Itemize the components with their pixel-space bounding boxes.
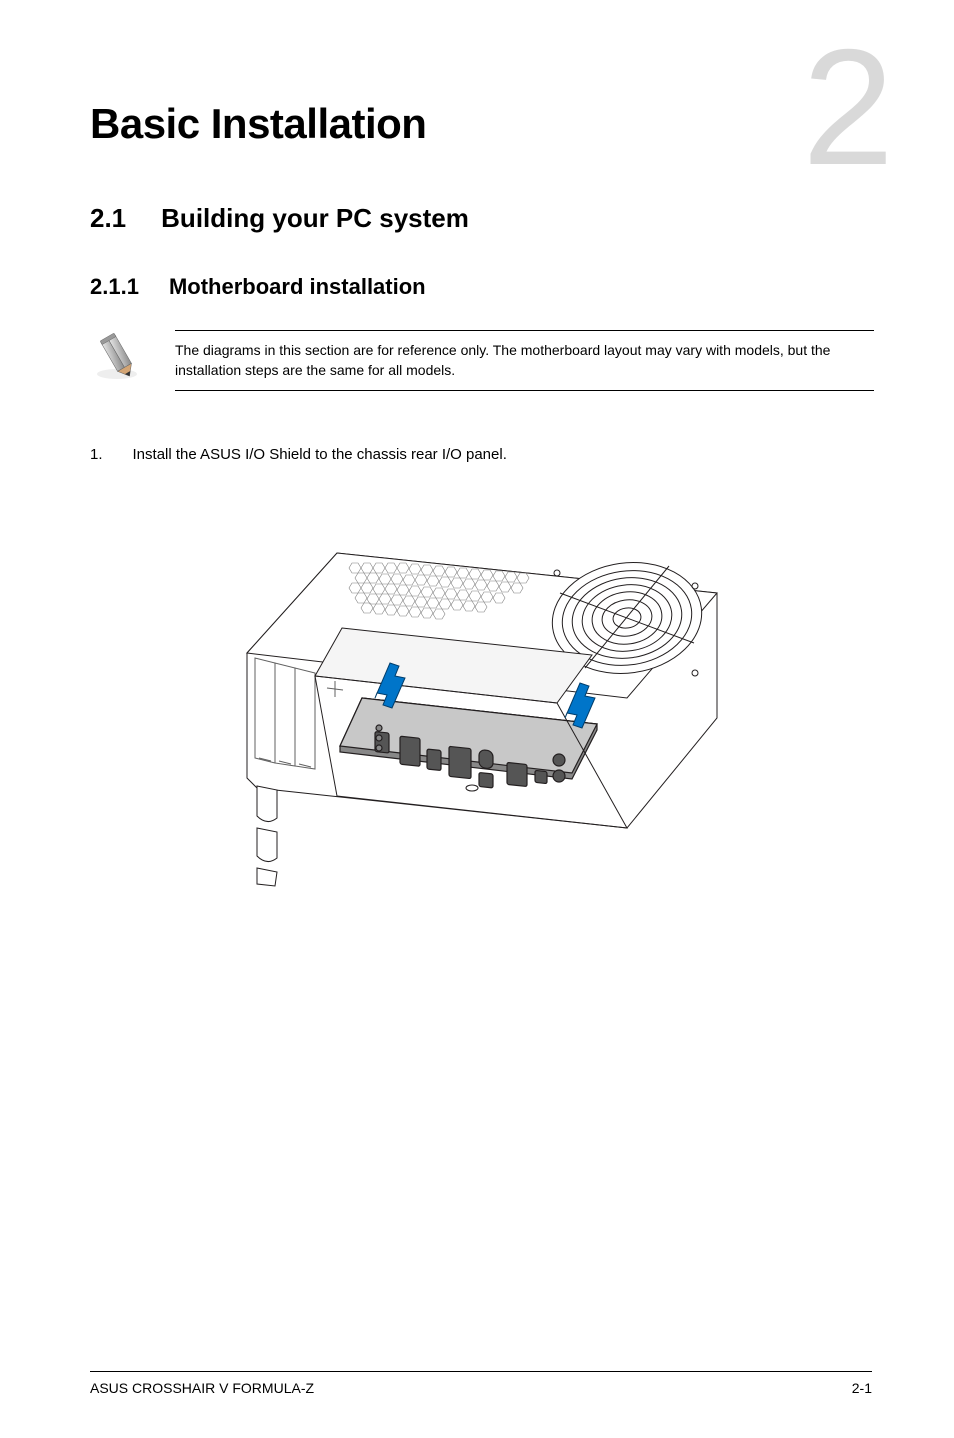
step-number: 1. xyxy=(90,446,103,463)
chassis-io-shield-diagram xyxy=(227,498,737,888)
section-title-text: Building your PC system xyxy=(161,203,469,233)
step-text: Install the ASUS I/O Shield to the chass… xyxy=(133,446,507,463)
chapter-number: 2 xyxy=(802,25,894,190)
subsection-number: 2.1.1 xyxy=(90,274,139,300)
page-footer: ASUS CROSSHAIR V FORMULA-Z 2-1 xyxy=(90,1371,872,1396)
chapter-title: Basic Installation xyxy=(90,100,874,148)
footer-right: 2-1 xyxy=(852,1380,872,1396)
note-text: The diagrams in this section are for ref… xyxy=(175,341,874,380)
note-box: The diagrams in this section are for ref… xyxy=(95,330,874,391)
note-text-wrapper: The diagrams in this section are for ref… xyxy=(175,330,874,391)
pencil-icon xyxy=(95,330,150,380)
section-number: 2.1 xyxy=(90,203,126,234)
diagram-container xyxy=(90,498,874,888)
section-heading: 2.1 Building your PC system xyxy=(90,203,874,234)
subsection-heading: 2.1.1 Motherboard installation xyxy=(90,274,874,300)
footer-left: ASUS CROSSHAIR V FORMULA-Z xyxy=(90,1380,314,1396)
subsection-title-text: Motherboard installation xyxy=(169,274,426,299)
step-1: 1. Install the ASUS I/O Shield to the cha… xyxy=(90,446,874,463)
